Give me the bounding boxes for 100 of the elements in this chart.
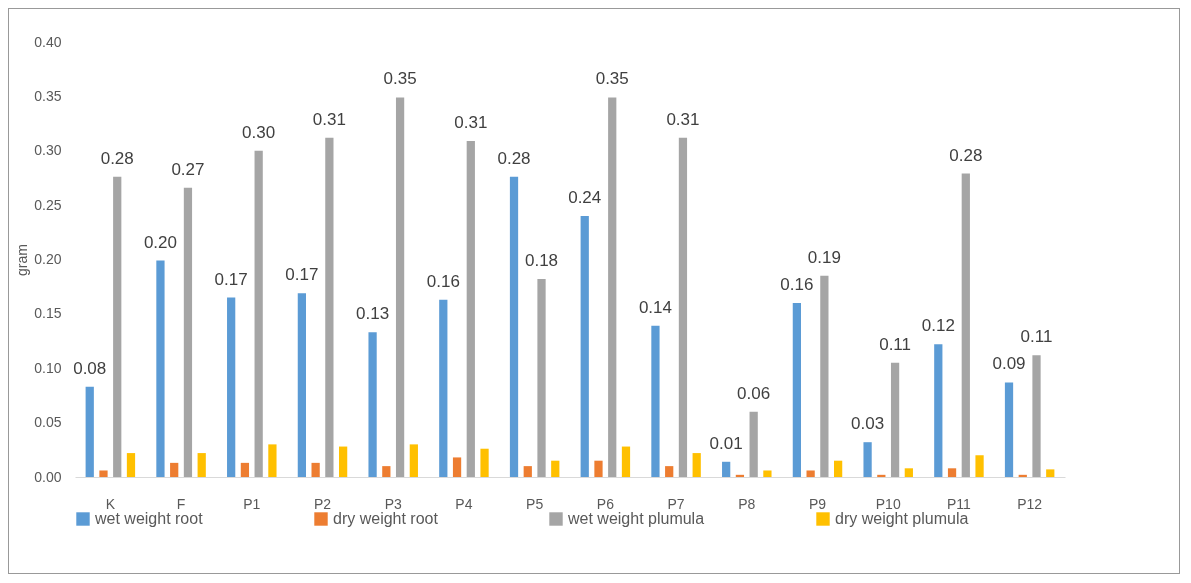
- y-tick-label: 0.30: [34, 142, 62, 159]
- bar: [1046, 469, 1055, 477]
- bar: [268, 444, 277, 477]
- bar: [961, 173, 970, 477]
- bar: [904, 468, 913, 477]
- bar: [934, 344, 943, 477]
- bar: [325, 137, 334, 477]
- bar: [227, 297, 236, 477]
- bar: [466, 140, 475, 477]
- x-tick-label: P4: [455, 495, 473, 512]
- x-tick-label: P3: [384, 495, 402, 512]
- x-tick-label: F: [176, 495, 186, 512]
- bar: [297, 293, 306, 477]
- bar: [339, 446, 348, 477]
- data-label: 0.18: [524, 251, 559, 271]
- bar: [692, 453, 701, 477]
- x-tick-label: P2: [313, 495, 332, 512]
- bar: [99, 470, 108, 477]
- y-tick-label: 0.15: [34, 305, 62, 322]
- bar: [890, 362, 900, 477]
- x-tick-label: P6: [596, 495, 615, 512]
- bar: [820, 275, 829, 477]
- data-label: 0.11: [879, 334, 911, 354]
- x-tick-label: P11: [946, 495, 972, 512]
- bar: [254, 150, 263, 477]
- data-label: 0.28: [949, 145, 983, 165]
- x-tick-label: P10: [875, 495, 901, 512]
- y-tick-label: 0.40: [34, 33, 62, 50]
- legend-label: dry weight root: [333, 510, 439, 527]
- bar: [975, 455, 984, 477]
- bar: [651, 325, 660, 477]
- data-label: 0.01: [709, 433, 743, 453]
- bar: [439, 299, 448, 477]
- bar: [1032, 355, 1041, 477]
- data-label: 0.17: [214, 269, 248, 289]
- data-label: 0.35: [595, 69, 629, 89]
- legend-label: dry weight plumula: [835, 510, 969, 527]
- bar: [863, 442, 872, 477]
- bar: [665, 466, 674, 477]
- x-tick-label: P9: [808, 495, 827, 512]
- bar: [85, 386, 94, 477]
- data-label: 0.24: [568, 188, 602, 207]
- bar: [113, 176, 122, 477]
- data-label: 0.03: [851, 414, 885, 434]
- bar: [722, 461, 731, 477]
- bar: [580, 216, 589, 477]
- bar: [551, 460, 560, 477]
- data-label: 0.19: [807, 247, 841, 267]
- bar: [594, 460, 603, 477]
- y-tick-label: 0.10: [34, 359, 62, 376]
- legend-label: wet weight plumula: [567, 510, 705, 527]
- x-tick-label: P8: [738, 495, 756, 512]
- bar: [621, 446, 631, 477]
- x-tick-label: P5: [526, 495, 544, 512]
- x-tick-label: P7: [667, 495, 685, 512]
- y-tick-label: 0.35: [34, 87, 62, 104]
- data-label: 0.20: [143, 232, 177, 252]
- bar: [834, 460, 843, 477]
- data-label: 0.16: [426, 271, 460, 291]
- bar: [197, 453, 206, 477]
- data-label: 0.35: [383, 69, 417, 89]
- bar: [480, 448, 489, 477]
- y-tick-label: 0.20: [34, 251, 62, 267]
- data-label: 0.17: [285, 265, 319, 285]
- data-label: 0.11: [1020, 327, 1053, 347]
- bar: [240, 462, 250, 477]
- bar: [678, 137, 688, 477]
- bar: [368, 332, 377, 477]
- bar: [749, 411, 758, 477]
- x-tick-label: K: [105, 495, 116, 512]
- bar: [509, 176, 519, 477]
- bar: [763, 470, 772, 477]
- y-axis-title: gram: [14, 244, 31, 276]
- bar: [395, 97, 405, 477]
- data-label: 0.31: [454, 112, 488, 132]
- x-tick-label: P12: [1017, 495, 1043, 512]
- bar: [409, 444, 418, 477]
- data-label: 0.16: [780, 275, 814, 294]
- data-label: 0.06: [737, 383, 771, 403]
- bar: [183, 187, 193, 477]
- data-label: 0.12: [921, 316, 955, 336]
- bar: [156, 260, 165, 477]
- y-tick-label: 0.25: [34, 196, 62, 213]
- y-tick-label: 0.05: [34, 414, 62, 431]
- data-label: 0.28: [100, 148, 134, 168]
- bar: [126, 453, 136, 477]
- data-label: 0.31: [312, 109, 346, 129]
- legend-label: wet weight root: [94, 510, 204, 527]
- bar: [537, 279, 546, 477]
- data-label: 0.09: [992, 354, 1026, 374]
- data-label: 0.30: [242, 122, 276, 142]
- y-tick-label: 0.00: [34, 468, 62, 485]
- bar: [947, 468, 957, 477]
- data-label: 0.08: [73, 358, 107, 378]
- bar: [523, 466, 532, 477]
- bar: [806, 470, 815, 477]
- bar: [382, 466, 391, 477]
- bar: [452, 457, 462, 477]
- bar: [792, 303, 801, 477]
- data-label: 0.31: [666, 109, 700, 129]
